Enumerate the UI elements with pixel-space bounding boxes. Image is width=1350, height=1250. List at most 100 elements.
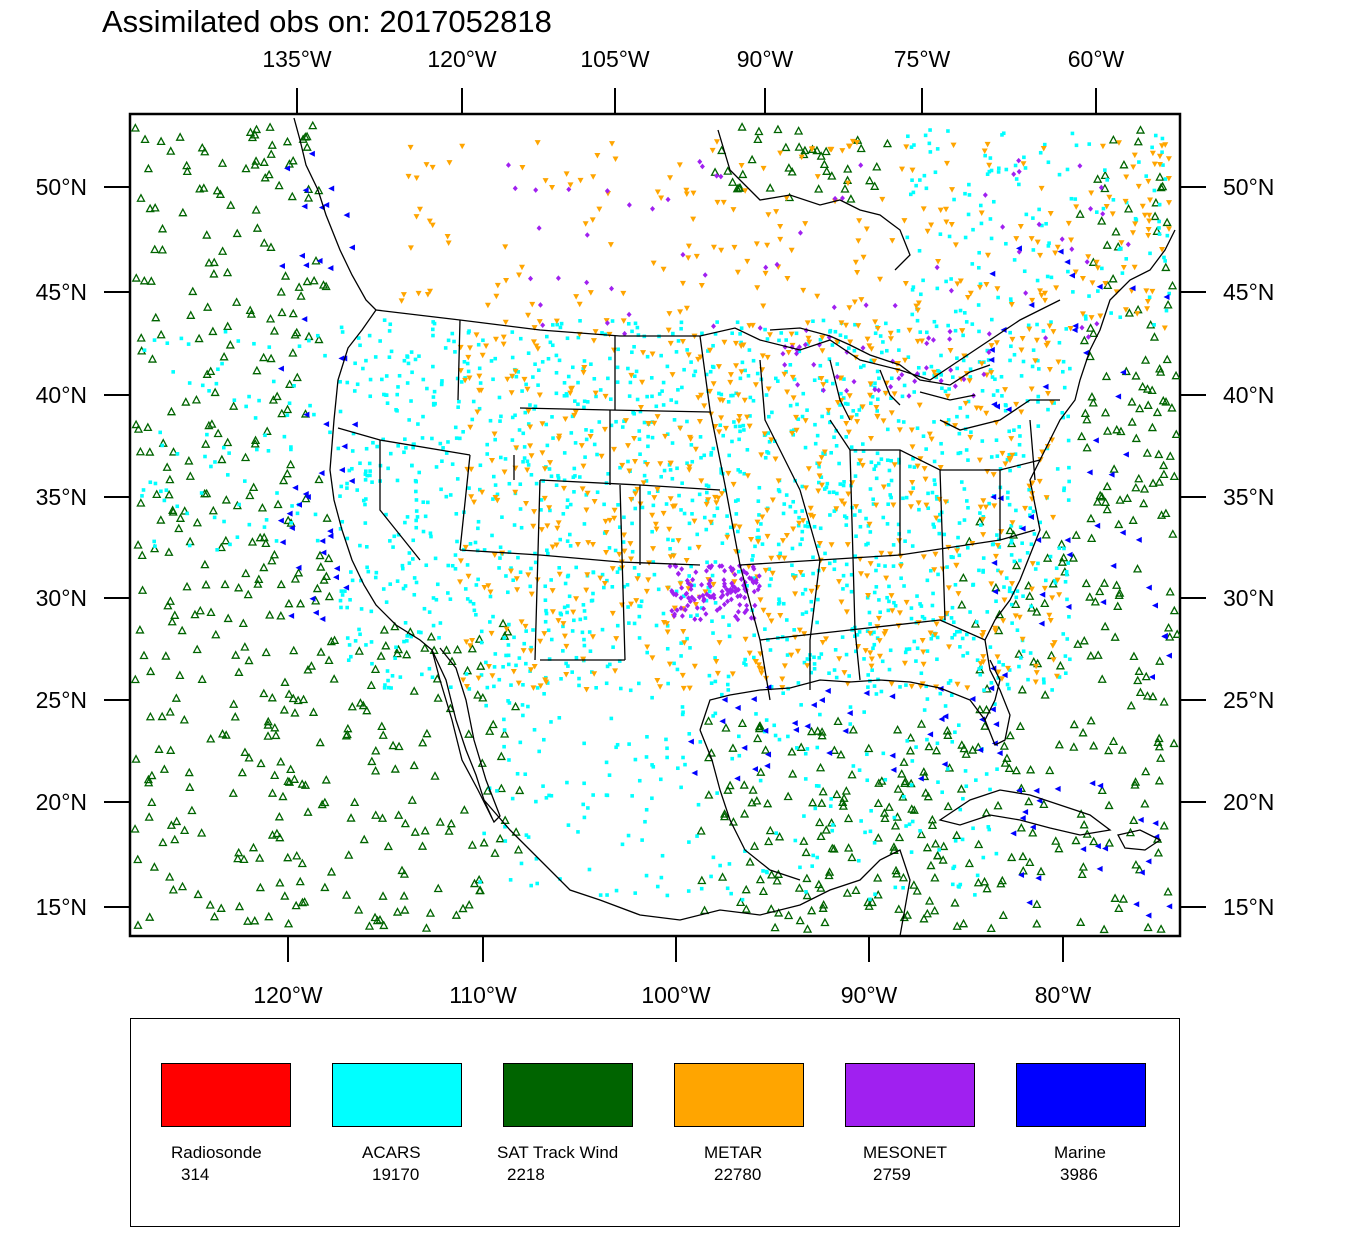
- acars-marker: [742, 471, 747, 476]
- sat-wind-marker: [1024, 796, 1034, 806]
- acars-marker: [557, 358, 562, 363]
- metar-marker: [1120, 264, 1127, 271]
- acars-marker: [819, 652, 824, 656]
- acars-marker: [1118, 315, 1123, 320]
- acars-marker: [430, 327, 435, 332]
- acars-marker: [350, 578, 355, 583]
- top-lon-label: 75°W: [894, 46, 951, 72]
- acars-marker: [626, 605, 630, 609]
- sat-wind-marker: [1152, 226, 1162, 235]
- sat-wind-marker: [231, 650, 241, 659]
- west-coastline: [293, 117, 493, 819]
- sat-wind-marker: [200, 146, 210, 156]
- sat-wind-marker: [272, 828, 282, 838]
- acars-marker: [1007, 452, 1012, 457]
- metar-marker: [1141, 212, 1148, 219]
- acars-marker: [977, 250, 981, 255]
- acars-marker: [431, 364, 435, 369]
- metar-marker: [792, 591, 799, 597]
- acars-marker: [748, 414, 752, 418]
- acars-marker: [355, 488, 360, 492]
- acars-marker: [968, 375, 973, 379]
- acars-marker: [815, 433, 820, 438]
- metar-marker: [785, 350, 792, 356]
- sat-wind-marker: [309, 275, 319, 285]
- acars-marker: [719, 467, 723, 471]
- sat-wind-marker: [958, 572, 968, 582]
- sat-wind-marker: [264, 169, 274, 179]
- sat-wind-marker: [1114, 519, 1124, 529]
- acars-marker: [953, 839, 958, 843]
- acars-marker: [966, 458, 970, 462]
- metar-marker: [852, 259, 859, 266]
- mesonet-marker: [693, 569, 699, 575]
- acars-marker: [558, 325, 563, 330]
- acars-marker: [792, 428, 796, 432]
- metar-marker: [983, 410, 990, 417]
- metar-marker: [808, 146, 815, 153]
- sat-wind-marker: [938, 855, 948, 864]
- sat-wind-marker: [775, 831, 785, 841]
- acars-marker: [215, 548, 219, 552]
- acars-marker: [454, 436, 459, 440]
- sat-wind-marker: [1139, 484, 1150, 493]
- metar-marker: [954, 681, 961, 688]
- acars-marker: [1036, 561, 1040, 566]
- acars-marker: [207, 388, 211, 393]
- metar-marker: [1072, 269, 1079, 275]
- sat-wind-marker: [446, 818, 456, 828]
- acars-marker: [910, 819, 915, 824]
- sat-wind-marker: [1114, 903, 1124, 912]
- sat-wind-marker: [931, 745, 942, 755]
- metar-marker: [976, 457, 983, 464]
- marine-marker: [846, 710, 853, 717]
- metar-marker: [1016, 614, 1023, 621]
- metar-marker: [843, 421, 850, 427]
- acars-marker: [1101, 206, 1106, 211]
- acars-marker: [729, 393, 733, 398]
- sat-wind-marker: [1028, 828, 1038, 837]
- metar-marker: [858, 297, 865, 303]
- sat-wind-marker: [303, 193, 314, 202]
- acars-marker: [878, 610, 882, 615]
- metar-marker: [544, 523, 551, 529]
- metar-marker: [553, 318, 560, 325]
- canada-us-border: [375, 299, 1061, 381]
- acars-marker: [513, 413, 517, 418]
- metar-marker: [1144, 306, 1151, 312]
- acars-marker: [692, 373, 696, 378]
- metar-marker: [876, 638, 883, 644]
- acars-marker: [790, 563, 794, 568]
- metar-marker: [1002, 461, 1009, 467]
- acars-marker: [740, 360, 745, 365]
- acars-marker: [637, 437, 642, 442]
- metar-marker: [758, 452, 765, 458]
- acars-marker: [389, 349, 394, 354]
- sat-wind-marker: [182, 581, 192, 591]
- sat-wind-marker: [315, 550, 325, 560]
- acars-marker: [548, 340, 553, 345]
- sat-wind-marker: [756, 767, 766, 776]
- marine-marker: [1163, 293, 1170, 300]
- metar-marker: [645, 421, 652, 427]
- acars-marker: [369, 640, 374, 644]
- mesonet-marker: [888, 383, 894, 390]
- sat-wind-marker: [266, 149, 276, 158]
- acars-marker: [791, 573, 795, 577]
- sat-wind-marker: [202, 230, 212, 239]
- acars-marker: [405, 355, 410, 359]
- metar-marker: [584, 572, 591, 578]
- sat-wind-marker: [1086, 513, 1096, 523]
- acars-marker: [426, 500, 430, 505]
- metar-marker: [531, 325, 538, 331]
- sat-wind-marker: [283, 515, 293, 525]
- acars-marker: [867, 610, 872, 615]
- sat-wind-marker: [696, 826, 706, 835]
- sat-wind-marker: [234, 582, 244, 592]
- acars-marker: [896, 419, 901, 423]
- acars-marker: [983, 153, 987, 158]
- acars-marker: [1105, 178, 1110, 182]
- metar-marker: [995, 669, 1002, 676]
- metar-marker: [650, 260, 657, 267]
- sat-wind-marker: [221, 535, 231, 545]
